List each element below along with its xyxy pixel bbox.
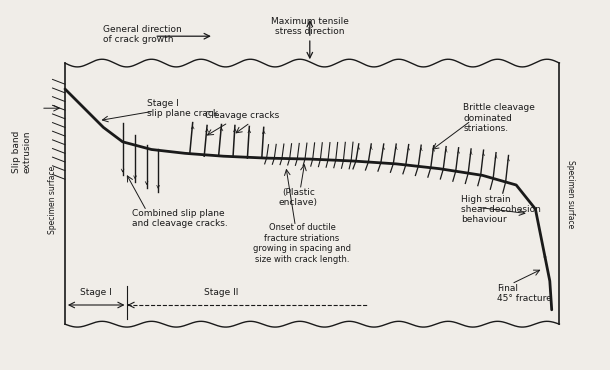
Text: Specimen surface: Specimen surface [48,165,57,233]
Text: Specimen surface: Specimen surface [567,161,575,229]
Text: Stage I
slip plane crack: Stage I slip plane crack [146,98,218,118]
Text: Maximum tensile
stress direction: Maximum tensile stress direction [271,17,349,36]
Text: (Plastic
enclave): (Plastic enclave) [279,188,318,207]
Text: Slip band
extrusion: Slip band extrusion [12,130,32,173]
Text: Stage II: Stage II [204,288,239,297]
Text: High strain
shear decohesion
behaviour: High strain shear decohesion behaviour [462,195,541,224]
Text: General direction
of crack growth: General direction of crack growth [104,25,182,44]
Text: Brittle cleavage
dominated
striations.: Brittle cleavage dominated striations. [464,103,536,133]
Text: Cleavage cracks: Cleavage cracks [206,111,280,120]
Text: Final
45° fracture: Final 45° fracture [497,284,552,303]
Text: Onset of ductile
fracture striations
growing in spacing and
size with crack leng: Onset of ductile fracture striations gro… [253,223,351,263]
Text: Combined slip plane
and cleavage cracks.: Combined slip plane and cleavage cracks. [132,209,228,228]
Text: Stage I: Stage I [80,288,112,297]
